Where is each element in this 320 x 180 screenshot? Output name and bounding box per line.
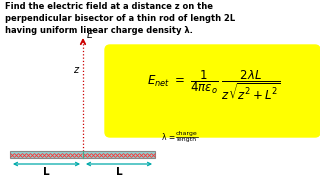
Text: E: E: [87, 30, 93, 40]
Text: L: L: [116, 167, 122, 177]
Text: charge: charge: [176, 131, 198, 136]
Bar: [10, 151, 155, 158]
Text: Find the electric field at a distance z on the
perpendicular bisector of a thin : Find the electric field at a distance z …: [5, 2, 235, 35]
Text: $E_{net}\ =\ \dfrac{1}{4\pi\varepsilon_o}\ \dfrac{2\lambda L}{z\sqrt{z^2+L^2}}$: $E_{net}\ =\ \dfrac{1}{4\pi\varepsilon_o…: [147, 68, 281, 102]
FancyBboxPatch shape: [105, 45, 320, 137]
Text: L: L: [43, 167, 50, 177]
Text: length: length: [176, 137, 196, 142]
Text: λ =: λ =: [162, 134, 175, 143]
Text: z: z: [73, 65, 78, 75]
